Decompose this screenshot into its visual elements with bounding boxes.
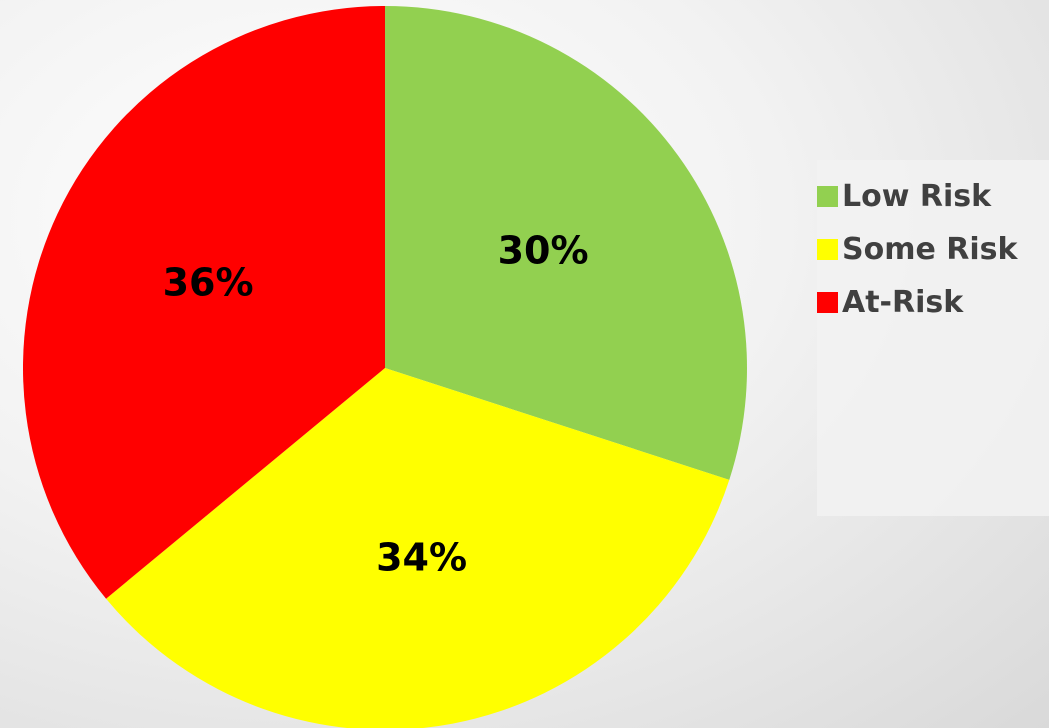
legend-label-at-risk: At-Risk — [842, 285, 964, 320]
data-label-low-risk: 30% — [498, 229, 589, 273]
legend-label-some-risk: Some Risk — [842, 232, 1018, 267]
legend-swatch-some-risk — [817, 239, 838, 260]
data-label-some-risk: 34% — [376, 536, 467, 580]
pie-slice-at-risk — [22, 6, 385, 599]
pie-slice-some-risk — [106, 368, 730, 728]
legend-item-low-risk: Low Risk — [817, 170, 1049, 223]
pie-slice-low-risk — [385, 6, 747, 480]
legend-label-low-risk: Low Risk — [842, 179, 992, 214]
legend-item-some-risk: Some Risk — [817, 223, 1049, 276]
legend-swatch-at-risk — [817, 292, 838, 313]
chart-legend: Low Risk Some Risk At-Risk — [817, 160, 1049, 516]
data-label-at-risk: 36% — [163, 260, 254, 304]
legend-swatch-low-risk — [817, 186, 838, 207]
legend-item-at-risk: At-Risk — [817, 276, 1049, 329]
